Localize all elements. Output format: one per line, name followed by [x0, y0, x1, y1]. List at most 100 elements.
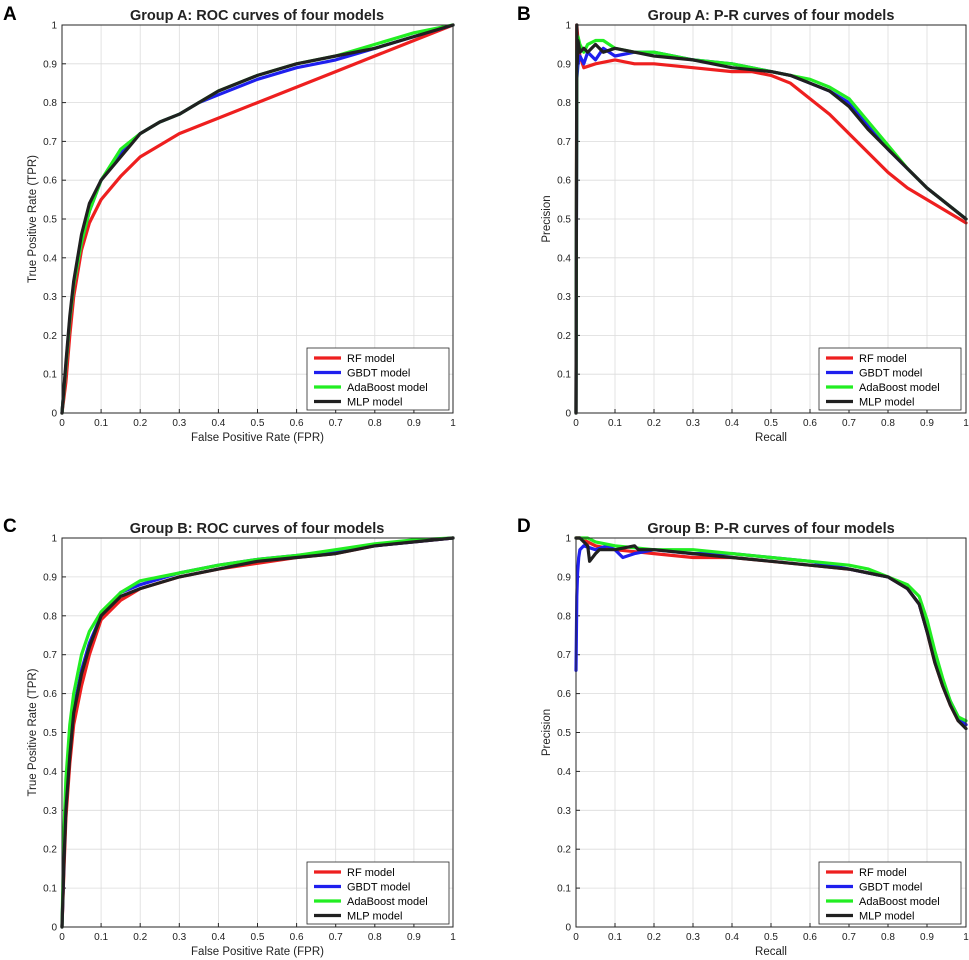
x-tick-label: 0.6 [290, 418, 304, 429]
x-axis-label: Recall [755, 946, 787, 958]
legend-label: RF model [347, 353, 395, 365]
chart-title: Group A: P-R curves of four models [648, 8, 895, 24]
y-tick-label: 0.2 [557, 331, 571, 342]
x-tick-label: 0.2 [133, 932, 147, 943]
y-tick-label: 1 [51, 21, 57, 32]
y-tick-label: 0.8 [557, 611, 571, 622]
x-tick-label: 0.2 [647, 418, 661, 429]
y-axis-label: Precision [541, 709, 553, 756]
y-tick-label: 1 [565, 21, 571, 32]
y-tick-label: 0.2 [557, 845, 571, 856]
y-axis-label: Precision [541, 195, 553, 242]
series-line-mlp [60, 536, 455, 929]
y-tick-label: 0.8 [43, 98, 57, 109]
y-tick-label: 0.2 [43, 331, 57, 342]
x-tick-label: 0.1 [94, 418, 108, 429]
x-tick-label: 1 [450, 418, 456, 429]
y-tick-label: 0.8 [557, 98, 571, 109]
x-tick-label: 1 [963, 932, 969, 943]
x-tick-label: 0.5 [251, 418, 265, 429]
legend-label: MLP model [347, 911, 402, 923]
y-tick-label: 0.9 [43, 59, 57, 70]
x-tick-label: 0.4 [211, 932, 225, 943]
panel-letter: D [517, 516, 531, 537]
y-tick-label: 0.5 [557, 215, 571, 226]
legend: RF model GBDT model AdaBoost model MLP mode… [818, 347, 962, 411]
y-tick-label: 0.1 [43, 884, 57, 895]
y-tick-label: 0.3 [43, 806, 57, 817]
y-tick-label: 1 [51, 534, 57, 545]
legend-label: GBDT model [859, 882, 922, 894]
series-line-mlp [574, 536, 968, 731]
y-tick-label: 0.1 [43, 370, 57, 381]
x-tick-label: 0.3 [172, 418, 186, 429]
y-axis-label: True Positive Rate (TPR) [27, 155, 39, 283]
chart-panel-d: 0 0.1 0.2 0.3 0.4 0.5 0.6 0.7 0.8 0.9 1 0 0.1 0.2 0.3 0… [517, 516, 969, 958]
y-tick-label: 0.6 [557, 176, 571, 187]
legend-label: RF model [347, 867, 395, 879]
y-tick-label: 0.3 [43, 292, 57, 303]
x-tick-label: 0.7 [329, 932, 343, 943]
legend-label: MLP model [859, 397, 914, 409]
legend-label: GBDT model [347, 882, 410, 894]
y-tick-label: 0.6 [43, 176, 57, 187]
x-tick-label: 0.7 [842, 932, 856, 943]
axes-frame [575, 537, 967, 928]
chart-panel-c: 0 0.1 0.2 0.3 0.4 0.5 0.6 0.7 0.8 0.9 1 0 0.1 0.2 0.3 0… [3, 516, 456, 958]
y-tick-label: 0.9 [557, 572, 571, 583]
legend-label: GBDT model [859, 368, 922, 380]
x-axis-label: False Positive Rate (FPR) [191, 946, 324, 958]
legend-label: MLP model [859, 911, 914, 923]
legend: RF model GBDT model AdaBoost model MLP mode… [818, 861, 962, 925]
x-tick-label: 0.2 [647, 932, 661, 943]
x-tick-label: 0.9 [407, 932, 421, 943]
chart-title: Group B: P-R curves of four models [647, 521, 894, 537]
legend-label: RF model [859, 867, 907, 879]
legend-label: RF model [859, 353, 907, 365]
y-tick-label: 0.9 [557, 59, 571, 70]
chart-panel-a: 0 0.1 0.2 0.3 0.4 0.5 0.6 0.7 0.8 0.9 1 0 0.1 0.2 0.3 0… [3, 4, 456, 444]
y-tick-label: 0 [51, 409, 57, 420]
legend-label: AdaBoost model [859, 382, 940, 394]
series-line-adaboost [60, 536, 455, 929]
y-tick-label: 0.7 [43, 137, 57, 148]
legend-label: AdaBoost model [859, 896, 940, 908]
y-tick-label: 0.4 [43, 767, 57, 778]
axes-frame [61, 537, 454, 928]
y-tick-label: 0.7 [557, 137, 571, 148]
x-tick-label: 1 [450, 932, 456, 943]
y-tick-label: 0.4 [43, 253, 57, 264]
x-tick-label: 0.1 [94, 932, 108, 943]
x-tick-label: 0.5 [251, 932, 265, 943]
x-tick-label: 0 [573, 418, 579, 429]
y-tick-label: 0.4 [557, 767, 571, 778]
y-tick-label: 0.6 [557, 689, 571, 700]
y-tick-label: 0.9 [43, 572, 57, 583]
x-tick-label: 0.4 [211, 418, 225, 429]
x-tick-label: 0.3 [686, 418, 700, 429]
y-tick-label: 0.4 [557, 253, 571, 264]
x-tick-label: 0.5 [764, 418, 778, 429]
x-tick-label: 0.7 [842, 418, 856, 429]
x-tick-label: 0.1 [608, 932, 622, 943]
y-tick-label: 1 [565, 534, 571, 545]
y-tick-label: 0.6 [43, 689, 57, 700]
y-tick-label: 0.8 [43, 611, 57, 622]
legend-label: GBDT model [347, 368, 410, 380]
y-tick-label: 0.5 [557, 728, 571, 739]
y-tick-label: 0.1 [557, 370, 571, 381]
y-tick-label: 0 [565, 409, 571, 420]
x-tick-label: 0.8 [368, 932, 382, 943]
x-axis-label: Recall [755, 432, 787, 444]
x-tick-label: 0.7 [329, 418, 343, 429]
y-tick-label: 0.5 [43, 215, 57, 226]
legend-label: AdaBoost model [347, 382, 428, 394]
x-tick-label: 0.6 [803, 932, 817, 943]
x-tick-label: 0.2 [133, 418, 147, 429]
x-tick-label: 1 [963, 418, 969, 429]
x-tick-label: 0 [573, 932, 579, 943]
panel-letter: A [3, 4, 17, 25]
x-tick-label: 0.9 [920, 418, 934, 429]
axes-frame [61, 24, 454, 414]
series-line-mlp [574, 23, 968, 415]
